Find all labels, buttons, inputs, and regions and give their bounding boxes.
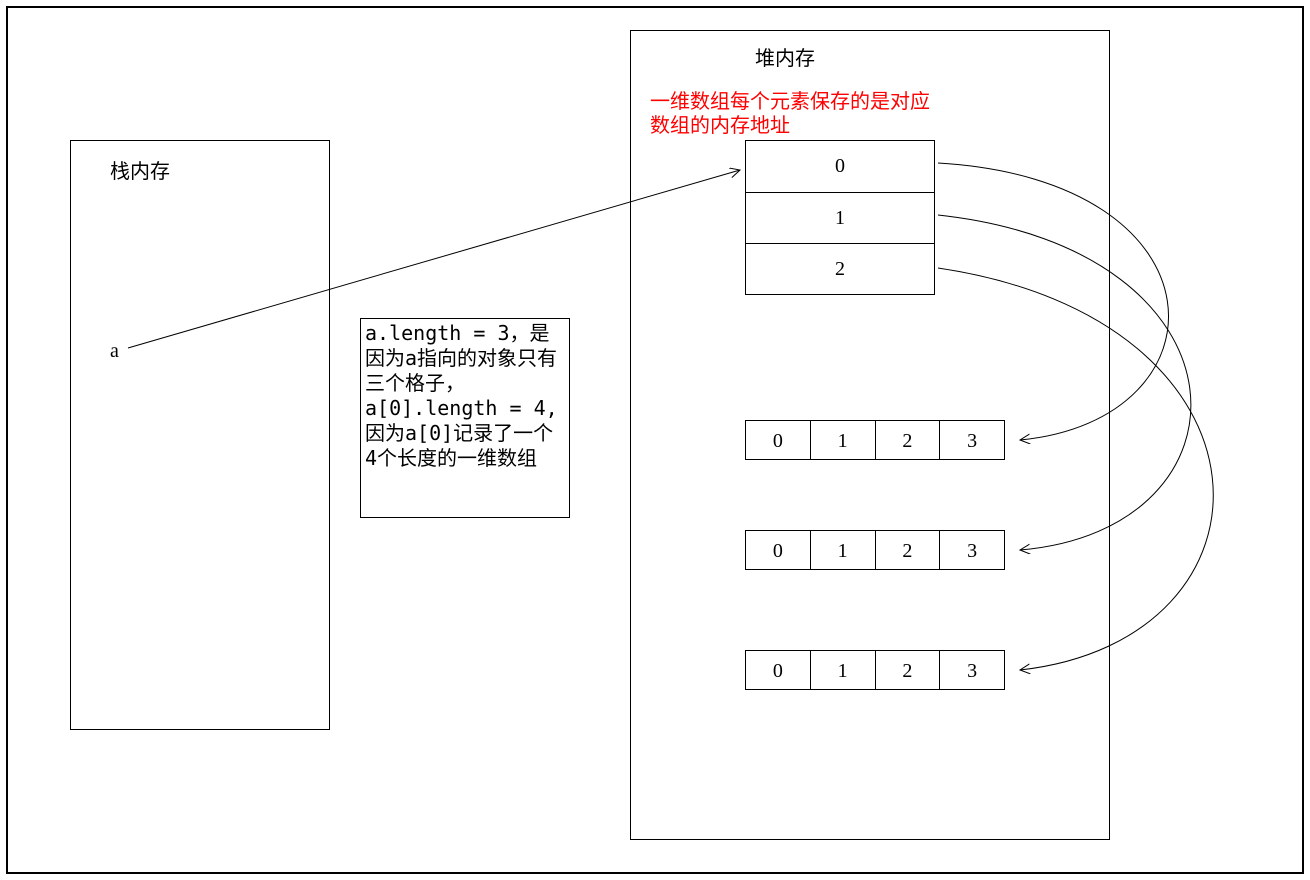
outer-array-cell: 1 xyxy=(746,192,934,243)
inner-array-cell: 2 xyxy=(875,531,940,569)
stack-variable-a: a xyxy=(110,340,119,363)
inner-array-0: 0123 xyxy=(745,420,1005,460)
stack-memory-box xyxy=(70,140,330,730)
outer-array: 012 xyxy=(745,140,935,295)
inner-array-cell: 3 xyxy=(939,421,1004,459)
inner-array-cell: 0 xyxy=(746,531,810,569)
inner-array-cell: 0 xyxy=(746,651,810,689)
inner-array-cell: 0 xyxy=(746,421,810,459)
inner-array-1: 0123 xyxy=(745,530,1005,570)
heap-title: 堆内存 xyxy=(755,42,815,71)
heap-red-annotation: 一维数组每个元素保存的是对应数组的内存地址 xyxy=(650,90,930,138)
inner-array-cell: 1 xyxy=(810,651,875,689)
explanation-note: a.length = 3，是因为a指向的对象只有三个格子，a[0].length… xyxy=(360,318,570,518)
inner-array-cell: 1 xyxy=(810,531,875,569)
inner-array-cell: 2 xyxy=(875,421,940,459)
inner-array-cell: 2 xyxy=(875,651,940,689)
outer-array-cell: 0 xyxy=(746,141,934,192)
inner-array-cell: 3 xyxy=(939,651,1004,689)
inner-array-cell: 3 xyxy=(939,531,1004,569)
inner-array-cell: 1 xyxy=(810,421,875,459)
inner-array-2: 0123 xyxy=(745,650,1005,690)
stack-title: 栈内存 xyxy=(110,155,170,184)
outer-array-cell: 2 xyxy=(746,243,934,294)
